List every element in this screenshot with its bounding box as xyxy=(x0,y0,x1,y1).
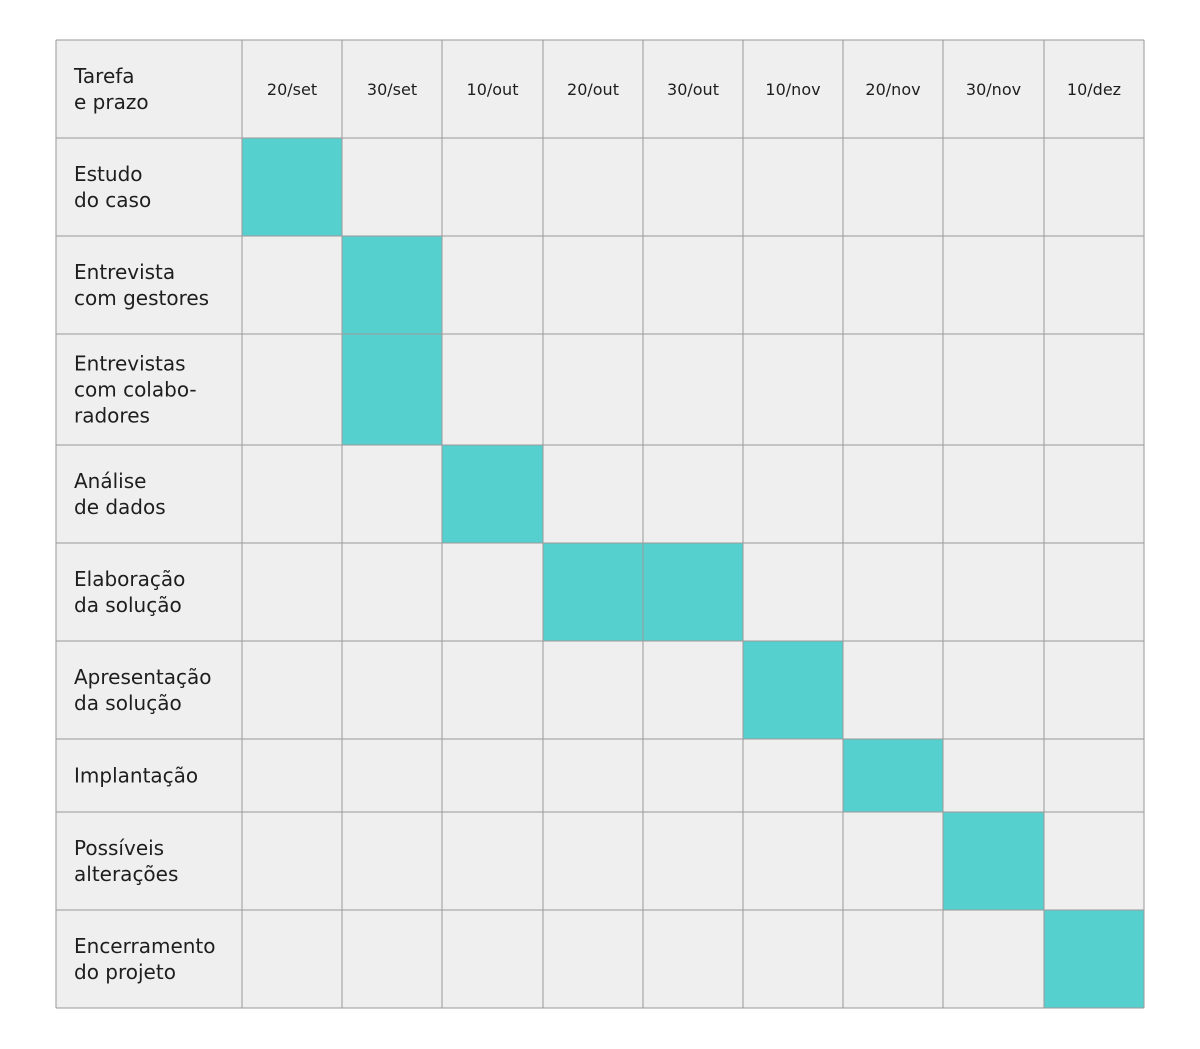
task-bar-cell xyxy=(1044,910,1144,1008)
task-bar-cell xyxy=(543,543,643,641)
label-layer: Tarefa e prazo 20/set 30/set 10/out 20/out 30/… xyxy=(73,64,1121,984)
task-bar-cell xyxy=(943,812,1044,910)
task-bar-cell xyxy=(743,641,843,739)
task-label: Entrevistas com colabo-radores xyxy=(74,352,197,428)
date-header: 10/dez xyxy=(1067,80,1121,99)
task-label: Encerramento do projeto xyxy=(74,934,216,984)
date-header: 10/out xyxy=(467,80,519,99)
task-label: Estudo do caso xyxy=(74,162,151,212)
task-label: Entrevista com gestores xyxy=(74,260,209,310)
task-bar-cell xyxy=(342,334,442,445)
date-header: 20/nov xyxy=(865,80,920,99)
task-bar-cell xyxy=(242,138,342,236)
task-bar-cell xyxy=(442,445,543,543)
task-label: Elaboração da solução xyxy=(74,567,185,617)
date-header: 20/out xyxy=(567,80,619,99)
task-bar-cell xyxy=(643,543,743,641)
date-header: 30/set xyxy=(367,80,417,99)
date-header: 30/out xyxy=(667,80,719,99)
task-bar-cell xyxy=(843,739,943,812)
header-label: Tarefa e prazo xyxy=(73,64,149,114)
date-header: 30/nov xyxy=(966,80,1021,99)
task-label: Implantação xyxy=(74,764,198,788)
date-header: 20/set xyxy=(267,80,317,99)
grid-layer xyxy=(55,39,1145,1009)
task-label: Possíveis alterações xyxy=(74,836,178,886)
date-header: 10/nov xyxy=(765,80,820,99)
task-bar-cell xyxy=(342,236,442,334)
cell-layer xyxy=(56,40,1144,1008)
task-label: Apresentação da solução xyxy=(74,665,211,715)
task-label: Análise de dados xyxy=(74,469,166,519)
